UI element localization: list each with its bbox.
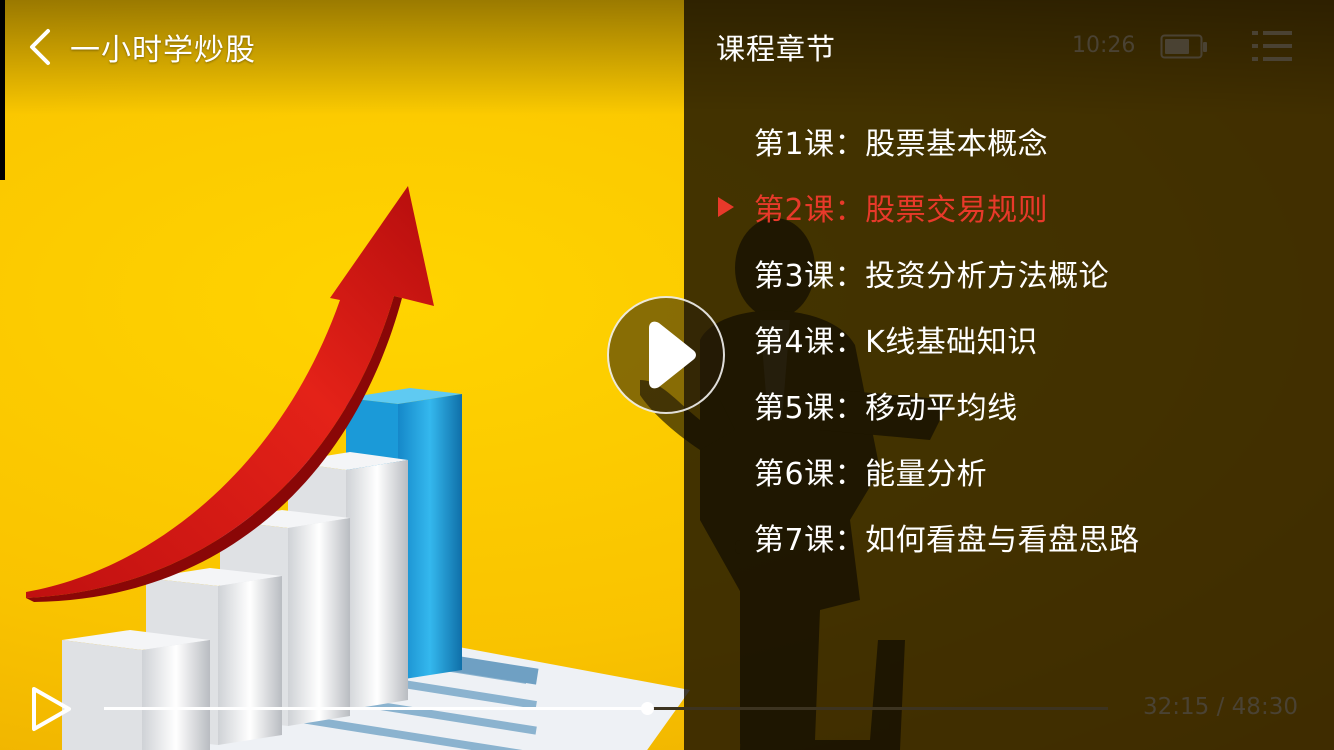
video-title: 一小时学炒股 xyxy=(70,33,256,68)
progress-knob[interactable] xyxy=(641,702,655,715)
duration: 48:30 xyxy=(1231,694,1298,720)
lesson-item-3[interactable]: 第3课：投资分析方法概论 xyxy=(716,240,1140,306)
lesson-marker xyxy=(716,195,754,219)
big-play-button[interactable] xyxy=(607,296,725,414)
play-icon[interactable] xyxy=(30,686,74,732)
lesson-label: 第5课：移动平均线 xyxy=(754,391,1018,426)
now-playing-triangle-icon xyxy=(718,197,734,217)
lesson-item-6[interactable]: 第6课：能量分析 xyxy=(716,438,1140,504)
lesson-label: 第2课：股票交易规则 xyxy=(754,193,1049,228)
time-separator: / xyxy=(1209,694,1232,720)
progress-bar[interactable] xyxy=(104,702,1108,715)
chapter-panel-title: 课程章节 xyxy=(716,32,837,66)
lesson-label: 第7课：如何看盘与看盘思路 xyxy=(754,523,1140,558)
battery-icon xyxy=(1160,34,1207,59)
list-menu-icon[interactable] xyxy=(1250,28,1294,64)
chevron-left-icon xyxy=(30,29,50,65)
lesson-item-2[interactable]: 第2课：股票交易规则 xyxy=(716,174,1140,240)
left-edge-bar xyxy=(0,0,5,180)
progress-fill xyxy=(104,707,648,710)
lesson-label: 第1课：股票基本概念 xyxy=(754,127,1049,162)
lesson-item-5[interactable]: 第5课：移动平均线 xyxy=(716,372,1140,438)
lesson-label: 第4课：K线基础知识 xyxy=(754,325,1038,360)
lesson-item-4[interactable]: 第4课：K线基础知识 xyxy=(716,306,1140,372)
lesson-item-1[interactable]: 第1课：股票基本概念 xyxy=(716,108,1140,174)
lesson-item-7[interactable]: 第7课：如何看盘与看盘思路 xyxy=(716,504,1140,570)
clock: 10:26 xyxy=(1072,33,1136,58)
current-time: 32:15 xyxy=(1143,694,1210,720)
lesson-label: 第6课：能量分析 xyxy=(754,457,988,492)
time-readout: 32:15 / 48:30 xyxy=(1143,694,1298,720)
lesson-label: 第3课：投资分析方法概论 xyxy=(754,259,1110,294)
lesson-list: 第1课：股票基本概念 第2课：股票交易规则 第3课：投资分析方法概论 第4课：K… xyxy=(716,108,1140,570)
play-circle-icon xyxy=(649,321,696,389)
back-button[interactable]: 一小时学炒股 xyxy=(26,22,256,72)
